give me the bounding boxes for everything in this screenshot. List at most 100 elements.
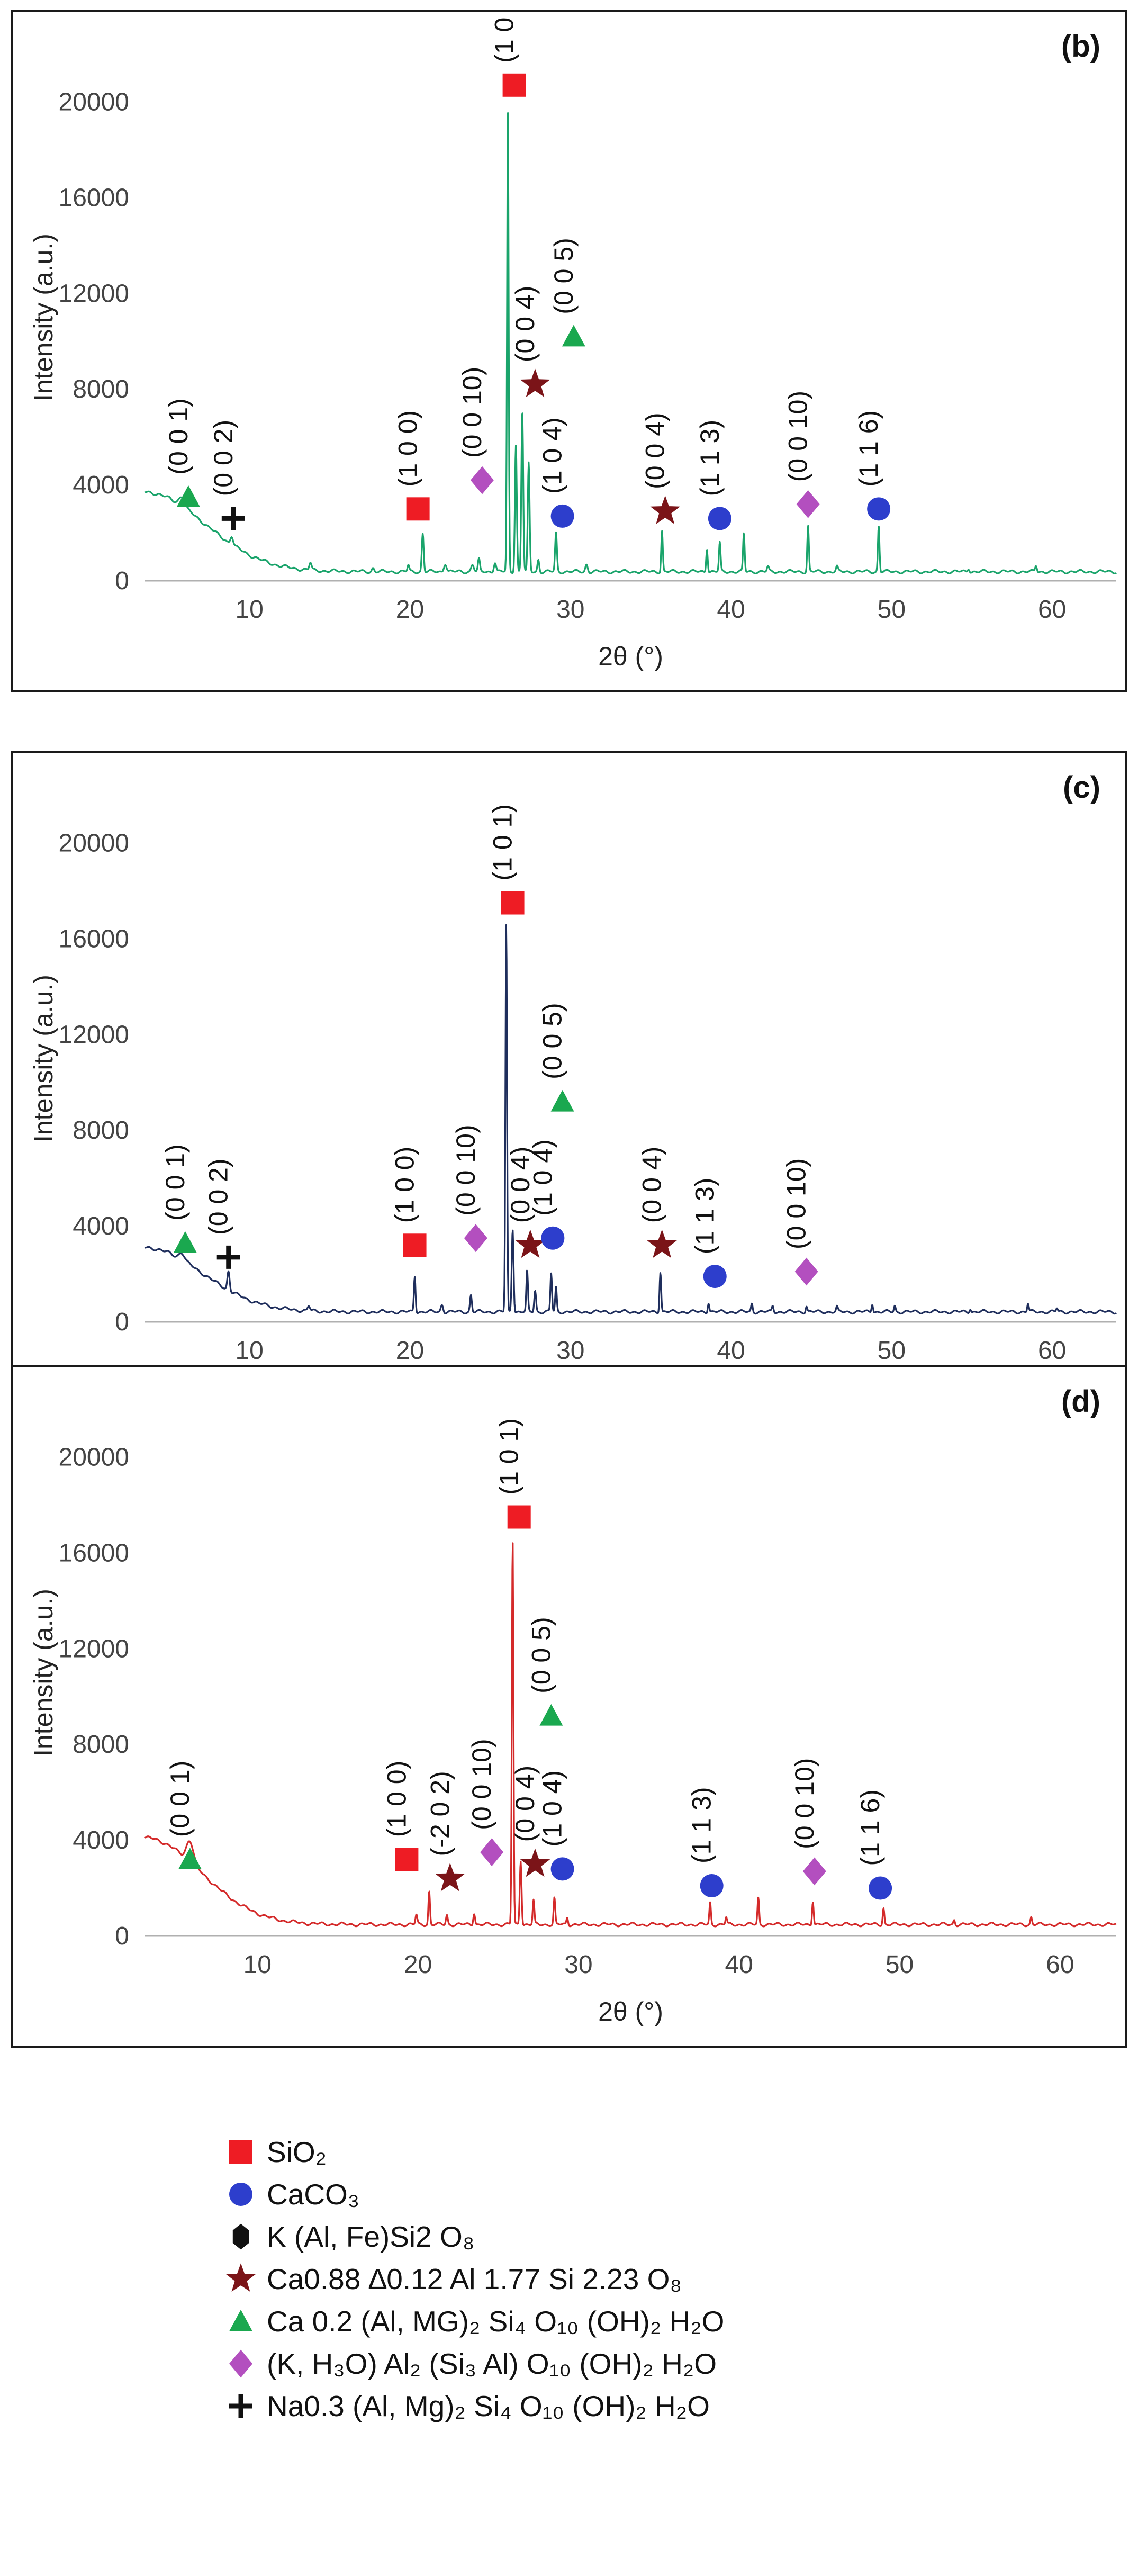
panel-label: (c) — [1063, 770, 1100, 805]
hkl-label: (1 1 3) — [695, 420, 725, 497]
phase-marker-triangle — [562, 325, 585, 347]
phase-marker-star — [520, 368, 550, 398]
phase-marker-triangle — [178, 1848, 202, 1869]
legend-item-k-feldspar: K (Al, Fe)Si2 O₈ — [222, 2215, 1122, 2258]
y-tick-label: 0 — [115, 1308, 129, 1336]
phase-marker-star — [647, 1229, 677, 1258]
x-tick-label: 30 — [556, 1337, 584, 1365]
x-axis-title: 2θ (°) — [598, 642, 663, 671]
phase-marker-square — [406, 497, 430, 521]
phase-marker-plus — [221, 507, 245, 530]
hkl-label: (1 0 0) — [382, 1761, 411, 1838]
phase-marker-square — [403, 1233, 427, 1257]
legend-label: SiO₂ — [267, 2136, 327, 2168]
phase-marker-diamond — [480, 1838, 504, 1867]
phase-marker-triangle — [176, 485, 200, 507]
y-axis-title: Intensity (a.u.) — [29, 233, 58, 401]
x-tick-label: 30 — [564, 1951, 592, 1979]
hkl-label: (0 0 1) — [165, 1761, 195, 1838]
hkl-label: (1 0 4) — [528, 1139, 557, 1216]
x-tick-label: 40 — [717, 1337, 745, 1365]
phase-marker-triangle — [550, 1089, 574, 1112]
x-tick-label: 50 — [878, 1337, 906, 1365]
y-tick-label: 16000 — [59, 184, 129, 212]
phase-marker-circle — [708, 507, 731, 530]
diamond-marker-icon — [229, 2349, 252, 2378]
hkl-label: (1 0 1) — [490, 12, 519, 63]
x-tick-label: 50 — [886, 1951, 914, 1979]
x-tick-label: 40 — [717, 596, 745, 624]
y-tick-label: 4000 — [73, 1826, 129, 1854]
hkl-label: (0 0 10) — [457, 367, 487, 458]
y-tick-label: 8000 — [73, 1731, 129, 1759]
hkl-label: (0 0 2) — [204, 1158, 233, 1235]
phase-marker-triangle — [539, 1704, 563, 1726]
legend-item-albite: Ca0.88 ∆0.12 Al 1.77 Si 2.23 O₈ — [222, 2258, 1122, 2300]
legend-item-smectite: Ca 0.2 (Al, MG)₂ Si₄ O₁₀ (OH)₂ H₂O — [222, 2300, 1122, 2343]
panel-label: (b) — [1061, 29, 1100, 64]
x-tick-label: 20 — [396, 1337, 424, 1365]
y-tick-label: 0 — [115, 567, 129, 595]
y-tick-label: 16000 — [59, 925, 129, 953]
x-axis-title: 2θ (°) — [598, 1997, 663, 2026]
diamond-icon — [229, 2349, 252, 2378]
legend-label: K (Al, Fe)Si2 O₈ — [267, 2220, 475, 2253]
legend-label: Na0.3 (Al, Mg)₂ Si₄ O₁₀ (OH)₂ H₂O — [267, 2390, 710, 2422]
phase-marker-diamond — [802, 1857, 826, 1886]
legend-item-na-smectite: Na0.3 (Al, Mg)₂ Si₄ O₁₀ (OH)₂ H₂O — [222, 2385, 1122, 2427]
hkl-label: (0 0 4) — [510, 286, 540, 363]
hkl-label: (0 0 4) — [505, 1147, 535, 1223]
phase-legend: SiO₂ CaCO₃ K (Al, Fe)Si2 O₈ Ca0.88 ∆0.12… — [222, 2131, 1122, 2427]
phase-marker-diamond — [794, 1257, 818, 1286]
y-tick-label: 12000 — [59, 1635, 129, 1663]
y-tick-label: 16000 — [59, 1539, 129, 1567]
phase-marker-diamond — [464, 1224, 487, 1253]
plus-icon — [229, 2394, 252, 2418]
hkl-label: (0 0 10) — [790, 1758, 819, 1849]
legend-item-caco3: CaCO₃ — [222, 2173, 1122, 2215]
hkl-label: (1 1 3) — [687, 1787, 717, 1864]
phase-marker-triangle — [173, 1231, 197, 1253]
phase-marker-diamond — [796, 490, 820, 518]
hkl-label: (1 1 6) — [854, 410, 883, 487]
y-tick-label: 20000 — [59, 88, 129, 116]
xrd-pattern-line-c — [144, 924, 1117, 1315]
y-axis-title: Intensity (a.u.) — [29, 1589, 58, 1757]
y-tick-label: 12000 — [59, 1021, 129, 1049]
x-tick-label: 60 — [1038, 1337, 1066, 1365]
phase-marker-square — [507, 1505, 531, 1529]
circle-marker-icon — [229, 2183, 252, 2206]
x-tick-label: 10 — [243, 1951, 272, 1979]
x-tick-label: 30 — [556, 596, 584, 624]
phase-marker-circle — [703, 1265, 727, 1289]
legend-item-illite: (K, H₃O) Al₂ (Si₃ Al) O₁₀ (OH)₂ H₂O — [222, 2343, 1122, 2385]
legend-label: (K, H₃O) Al₂ (Si₃ Al) O₁₀ (OH)₂ H₂O — [267, 2347, 717, 2380]
hkl-label: (0 0 1) — [160, 1144, 190, 1221]
hkl-label: (0 0 5) — [538, 1003, 567, 1079]
x-tick-label: 10 — [235, 596, 263, 624]
x-tick-label: 50 — [878, 596, 906, 624]
hkl-label: (0 0 10) — [467, 1739, 496, 1830]
phase-marker-square — [395, 1848, 419, 1871]
x-tick-label: 40 — [725, 1951, 753, 1979]
star-marker-icon — [225, 2263, 256, 2292]
hkl-label: (0 0 5) — [526, 1617, 556, 1694]
y-tick-label: 8000 — [73, 375, 129, 403]
x-tick-label: 20 — [396, 596, 424, 624]
x-tick-label: 10 — [235, 1337, 263, 1365]
phase-marker-diamond — [470, 466, 494, 494]
phase-marker-star — [435, 1862, 465, 1892]
xrd-panel-d: 0 4000 8000 12000 16000 20000 10 20 30 40 50 60 2θ (… — [11, 1365, 1127, 2048]
hkl-label: (1 0 0) — [390, 1147, 420, 1223]
hkl-label: (0 0 10) — [783, 391, 813, 482]
legend-item-sio2: SiO₂ — [222, 2131, 1122, 2173]
x-tick-label: 20 — [404, 1951, 432, 1979]
xrd-pattern-line-d — [144, 1542, 1117, 1928]
phase-marker-star — [520, 1848, 550, 1877]
phase-marker-plus — [216, 1245, 240, 1269]
hkl-label: (1 0 0) — [393, 410, 423, 487]
square-marker-icon — [229, 2140, 252, 2164]
legend-label: CaCO₃ — [267, 2178, 360, 2211]
